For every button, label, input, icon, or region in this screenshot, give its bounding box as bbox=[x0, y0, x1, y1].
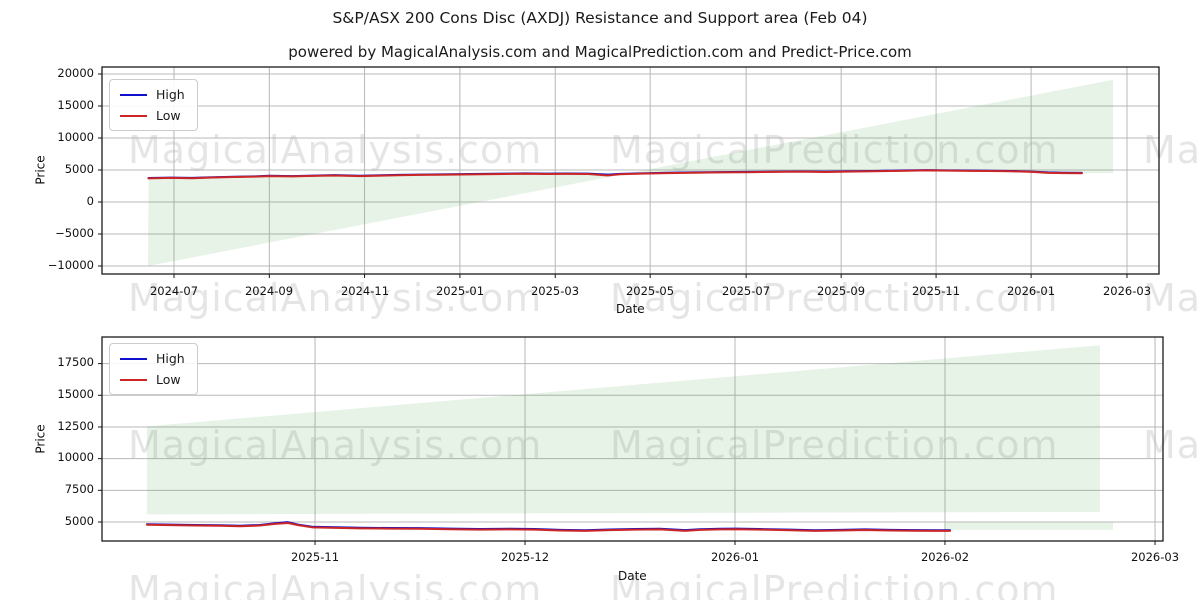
x-tick-label: 2025-07 bbox=[721, 284, 771, 298]
x-tick-label: 2026-03 bbox=[1102, 284, 1152, 298]
legend-item-low: Low bbox=[120, 108, 185, 123]
low-line-swatch bbox=[120, 378, 147, 381]
y-tick-label: 10000 bbox=[57, 130, 94, 144]
legend-label: Low bbox=[156, 372, 181, 387]
y-tick-label: 10000 bbox=[57, 450, 94, 464]
legend-item-high: High bbox=[120, 87, 185, 102]
y-tick-label: 20000 bbox=[57, 66, 94, 80]
x-tick-label: 2025-03 bbox=[530, 284, 580, 298]
x-tick-label: 2025-11 bbox=[290, 550, 340, 564]
x-tick-label: 2024-09 bbox=[244, 284, 294, 298]
y-tick-label: 0 bbox=[86, 194, 94, 208]
y-tick-label: 15000 bbox=[57, 387, 94, 401]
high-line-swatch bbox=[120, 93, 147, 96]
legend: High Low bbox=[109, 79, 198, 131]
x-tick-label: 2026-01 bbox=[1006, 284, 1056, 298]
y-tick-label: 12500 bbox=[57, 419, 94, 433]
y-tick-label: −10000 bbox=[47, 258, 94, 272]
x-tick-label: 2025-12 bbox=[500, 550, 550, 564]
legend: High Low bbox=[109, 343, 198, 395]
x-tick-label: 2025-09 bbox=[816, 284, 866, 298]
y-tick-label: 5000 bbox=[64, 162, 94, 176]
x-tick-label: 2026-02 bbox=[920, 550, 970, 564]
x-tick-label: 2025-01 bbox=[435, 284, 485, 298]
x-axis-label: Date bbox=[616, 302, 645, 316]
y-tick-label: 5000 bbox=[64, 514, 94, 528]
x-tick-label: 2024-07 bbox=[149, 284, 199, 298]
x-tick-label: 2025-11 bbox=[911, 284, 961, 298]
y-axis-label: Price bbox=[33, 155, 48, 185]
y-tick-label: 7500 bbox=[64, 482, 94, 496]
chart-title: S&P/ASX 200 Cons Disc (AXDJ) Resistance … bbox=[332, 9, 868, 27]
chart-subtitle: powered by MagicalAnalysis.com and Magic… bbox=[288, 43, 912, 61]
x-tick-label: 2025-05 bbox=[625, 284, 675, 298]
high-line-swatch bbox=[120, 357, 147, 360]
x-tick-label: 2026-01 bbox=[710, 550, 760, 564]
legend-label: High bbox=[156, 87, 185, 102]
y-tick-label: −5000 bbox=[55, 226, 94, 240]
y-tick-label: 17500 bbox=[57, 355, 94, 369]
y-tick-label: 15000 bbox=[57, 98, 94, 112]
x-tick-label: 2026-03 bbox=[1130, 550, 1180, 564]
x-tick-label: 2024-11 bbox=[340, 284, 390, 298]
y-axis-label: Price bbox=[33, 424, 48, 454]
legend-item-low: Low bbox=[120, 372, 185, 387]
legend-label: High bbox=[156, 351, 185, 366]
low-line-swatch bbox=[120, 114, 147, 117]
legend-label: Low bbox=[156, 108, 181, 123]
x-axis-label: Date bbox=[618, 569, 647, 583]
legend-item-high: High bbox=[120, 351, 185, 366]
